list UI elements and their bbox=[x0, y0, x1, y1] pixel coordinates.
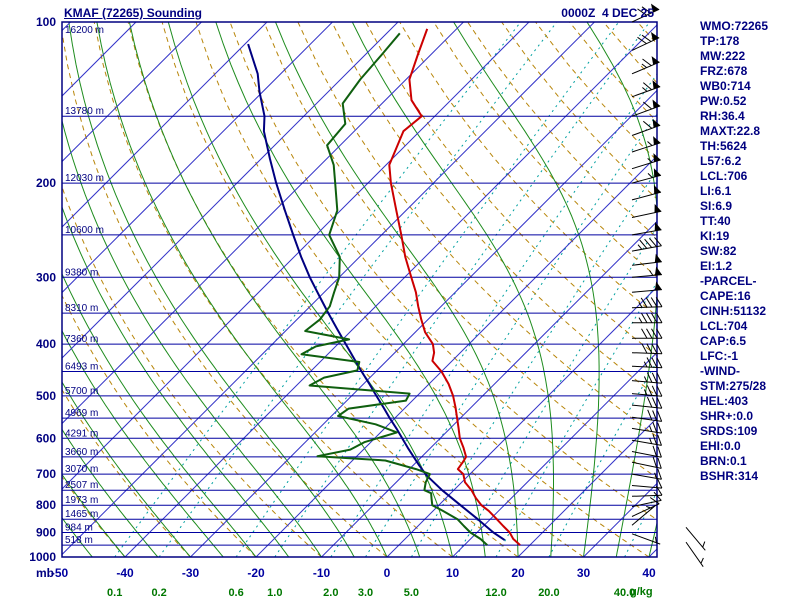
stat-line: WB0:714 bbox=[700, 79, 751, 93]
height-label: 3660 m bbox=[65, 447, 98, 458]
height-labels: 16200 m 13780 m 12030 m 10600 m 9380 m 8310 m… bbox=[65, 25, 104, 546]
stat-line: FRZ:678 bbox=[700, 64, 748, 78]
moist-adiabats bbox=[62, 22, 657, 557]
height-label: 6493 m bbox=[65, 362, 98, 373]
stat-line: CINH:51132 bbox=[700, 304, 767, 318]
temp-tick-label: 0 bbox=[384, 566, 391, 580]
stat-line: BSHR:314 bbox=[700, 469, 759, 483]
dry-adiabats bbox=[62, 22, 657, 557]
height-label: 1465 m bbox=[65, 509, 98, 520]
temp-tick-label: 10 bbox=[446, 566, 460, 580]
chart-title: KMAF (72265) Sounding bbox=[64, 6, 203, 20]
mixing-ratio-tick-label: 3.0 bbox=[358, 587, 373, 599]
stats-panel: WMO:72265 TP:178 MW:222 FRZ:678 WB0:714 PW:0.… bbox=[700, 19, 768, 484]
mixing-ratio-tick-label: 12.0 bbox=[485, 587, 506, 599]
stat-line: -PARCEL- bbox=[700, 274, 757, 288]
stat-line: TH:5624 bbox=[700, 139, 747, 153]
stat-line: TP:178 bbox=[700, 34, 740, 48]
height-label: 4969 m bbox=[65, 408, 98, 419]
stat-line: SRDS:109 bbox=[700, 424, 758, 438]
height-label: 1973 m bbox=[65, 495, 98, 506]
height-label: 518 m bbox=[65, 535, 93, 546]
mixing-ratio-tick-label: 2.0 bbox=[323, 587, 338, 599]
stat-line: HEL:403 bbox=[700, 394, 749, 408]
wind-barbs bbox=[631, 3, 706, 567]
stat-line: KI:19 bbox=[700, 229, 730, 243]
mixing-ratio-labels: 0.1 0.2 0.6 1.0 2.0 3.0 5.0 12.0 20.0 40.0 bbox=[107, 587, 635, 599]
isobars bbox=[62, 22, 657, 557]
height-label: 8310 m bbox=[65, 303, 98, 314]
stat-line: EI:1.2 bbox=[700, 259, 733, 273]
stat-line: MW:222 bbox=[700, 49, 746, 63]
temp-tick-label: -10 bbox=[313, 566, 331, 580]
pressure-tick-label: 200 bbox=[36, 176, 56, 190]
mixing-ratio-tick-label: 0.6 bbox=[228, 587, 243, 599]
stat-line: LCL:704 bbox=[700, 319, 748, 333]
stat-line: TT:40 bbox=[700, 214, 731, 228]
stat-line: BRN:0.1 bbox=[700, 454, 747, 468]
temp-tick-label: -40 bbox=[116, 566, 134, 580]
height-label: 7360 m bbox=[65, 334, 98, 345]
stat-line: SHR+:0.0 bbox=[700, 409, 754, 423]
stat-line: EHI:0.0 bbox=[700, 439, 741, 453]
temp-tick-label: 30 bbox=[577, 566, 591, 580]
mixing-ratio-tick-label: 0.2 bbox=[151, 587, 166, 599]
pressure-unit-label: mb bbox=[36, 566, 54, 580]
stat-line: LI:6.1 bbox=[700, 184, 732, 198]
height-label: 4291 m bbox=[65, 428, 98, 439]
pressure-tick-label: 100 bbox=[36, 15, 56, 29]
temperature-curve bbox=[388, 28, 521, 546]
height-label: 16200 m bbox=[65, 25, 104, 36]
stat-line: LCL:706 bbox=[700, 169, 748, 183]
pressure-tick-label: 600 bbox=[36, 431, 56, 445]
stat-line: PW:0.52 bbox=[700, 94, 747, 108]
height-label: 5700 m bbox=[65, 386, 98, 397]
temp-axis-labels: -50 -40 -30 -20 -10 0 10 20 30 40 bbox=[51, 566, 656, 580]
stat-line: STM:275/28 bbox=[700, 379, 767, 393]
pressure-tick-label: 500 bbox=[36, 389, 56, 403]
temp-tick-label: -30 bbox=[182, 566, 200, 580]
temp-tick-label: -50 bbox=[51, 566, 69, 580]
stat-line: SW:82 bbox=[700, 244, 737, 258]
mixing-ratio-tick-label: 0.1 bbox=[107, 587, 122, 599]
mixing-ratio-unit-label: g/kg bbox=[630, 586, 653, 598]
temp-tick-label: -20 bbox=[247, 566, 265, 580]
height-label: 10600 m bbox=[65, 225, 104, 236]
pressure-tick-label: 300 bbox=[36, 270, 56, 284]
isotherms bbox=[62, 22, 657, 557]
stat-line: L57:6.2 bbox=[700, 154, 742, 168]
stat-line: SI:6.9 bbox=[700, 199, 733, 213]
pressure-tick-label: 700 bbox=[36, 467, 56, 481]
stat-line: MAXT:22.8 bbox=[700, 124, 761, 138]
height-label: 12030 m bbox=[65, 173, 104, 184]
stat-line: LFC:-1 bbox=[700, 349, 738, 363]
plot-area bbox=[62, 22, 657, 557]
height-label: 9380 m bbox=[65, 267, 98, 278]
height-label: 984 m bbox=[65, 523, 93, 534]
height-label: 2507 m bbox=[65, 480, 98, 491]
stat-line: -WIND- bbox=[700, 364, 740, 378]
height-label: 13780 m bbox=[65, 106, 104, 117]
temp-tick-label: 20 bbox=[511, 566, 525, 580]
mixing-ratio-tick-label: 5.0 bbox=[404, 587, 419, 599]
chart-datetime: 0000Z 4 DEC 25 bbox=[561, 6, 654, 20]
pressure-tick-label: 1000 bbox=[29, 550, 56, 564]
pressure-tick-label: 800 bbox=[36, 498, 56, 512]
height-label: 3070 m bbox=[65, 464, 98, 475]
pressure-tick-label: 900 bbox=[36, 526, 56, 540]
mixing-ratio-tick-label: 20.0 bbox=[538, 587, 559, 599]
temp-tick-label: 40 bbox=[642, 566, 656, 580]
pressure-tick-label: 400 bbox=[36, 337, 56, 351]
stat-line: RH:36.4 bbox=[700, 109, 745, 123]
pressure-labels: 100 200 300 400 500 600 700 800 900 1000 bbox=[29, 15, 56, 564]
dewpoint-curve bbox=[300, 32, 488, 546]
stat-line: WMO:72265 bbox=[700, 19, 769, 33]
stat-line: CAPE:16 bbox=[700, 289, 751, 303]
mixing-ratio-tick-label: 1.0 bbox=[267, 587, 282, 599]
stat-line: CAP:6.5 bbox=[700, 334, 747, 348]
mixing-ratio-tick-label: 40.0 bbox=[614, 587, 635, 599]
